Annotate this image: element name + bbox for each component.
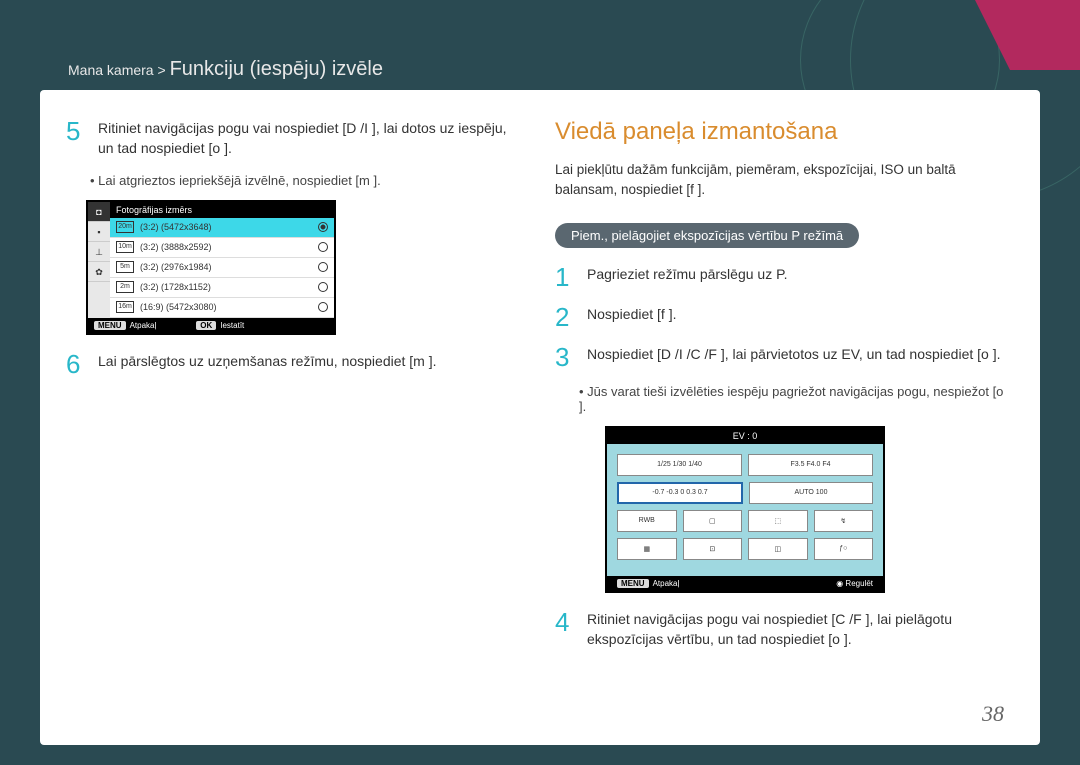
page-number: 38 [982,701,1004,727]
mode-video-icon: ▪ [88,222,110,242]
step-text: Lai pārslēgtos uz uzņemšanas režīmu, nos… [98,351,525,377]
size-option: 5m(3:2) (2976x1984) [110,258,334,278]
panel-cell-icon: ▢ [683,510,743,532]
example-pill: Piem., pielāgojiet ekspozīcijas vērtību … [555,223,859,248]
breadcrumb: Mana kamera > Funkciju (iespēju) izvēle [68,58,383,81]
mode-photo-icon: ◘ [88,202,110,222]
step-number: 1 [555,264,577,290]
step-text: Nospiediet [D /I /C /F ], lai pārvietoto… [587,344,1014,370]
step-text: Pagrieziet režīmu pārslēgu uz P. [587,264,1014,290]
step-5: 5 Ritiniet navigācijas pogu vai nospiedi… [66,118,525,159]
step-2: 2 Nospiediet [f ]. [555,304,1014,330]
corner-accent [1010,0,1080,70]
camera-sidebar: ◘ ▪ ⊥ ✿ [88,202,110,318]
page-content: 5 Ritiniet navigācijas pogu vai nospiedi… [40,90,1040,745]
step-3: 3 Nospiediet [D /I /C /F ], lai pārvieto… [555,344,1014,370]
panel-cell-icon: ⊡ [683,538,743,560]
size-option: 10m(3:2) (3888x2592) [110,238,334,258]
step-6: 6 Lai pārslēgtos uz uzņemšanas režīmu, n… [66,351,525,377]
mode-user-icon: ⊥ [88,242,110,262]
panel-cell-icon: ⬚ [748,510,808,532]
size-icon: 2m [116,281,134,293]
panel-wb: RWB [617,510,677,532]
step-1: 1 Pagrieziet režīmu pārslēgu uz P. [555,264,1014,290]
breadcrumb-main: Funkciju (iespēju) izvēle [170,58,383,80]
size-option: 2m(3:2) (1728x1152) [110,278,334,298]
panel-cell-icon: ◫ [748,538,808,560]
right-column: Viedā paneļa izmantošana Lai piekļūtu da… [555,118,1014,717]
step-text: Ritiniet navigācijas pogu vai nospiediet… [587,609,1014,650]
panel-cell-icon: ↯ [814,510,874,532]
step-number: 3 [555,344,577,370]
intro-text: Lai piekļūtu dažām funkcijām, piemēram, … [555,160,1014,201]
menu-button-label: MENU [94,321,126,330]
size-option: 20m(3:2) (5472x3648) [110,218,334,238]
camera-list: 20m(3:2) (5472x3648) 10m(3:2) (3888x2592… [110,218,334,318]
size-icon: 5m [116,261,134,273]
size-icon: 16m [116,301,134,313]
left-column: 5 Ritiniet navigācijas pogu vai nospiedi… [66,118,525,717]
camera-screenshot: ◘ ▪ ⊥ ✿ Fotogrāfijas izmērs 20m(3:2) (54… [86,200,336,335]
step-number: 5 [66,118,88,159]
panel-shutter: 1/25 1/30 1/40 [617,454,742,476]
size-icon: 20m [116,221,134,233]
panel-aperture: F3.5 F4.0 F4 [748,454,873,476]
size-option: 16m(16:9) (5472x3080) [110,298,334,318]
panel-title: EV : 0 [607,428,883,444]
dial-icon: ◉ [836,579,843,588]
camera-title: Fotogrāfijas izmērs [110,202,334,218]
ok-button-label: OK [196,321,216,330]
step-number: 4 [555,609,577,650]
menu-button-label: MENU [617,579,649,588]
step-text: Nospiediet [f ]. [587,304,1014,330]
step-text: Ritiniet navigācijas pogu vai nospiediet… [98,118,525,159]
bullet-text: Lai atgrieztos iepriekšējā izvēlnē, nosp… [90,173,525,188]
section-heading: Viedā paneļa izmantošana [555,118,1014,146]
panel-footer: MENUAtpakaļ ◉ Regulēt [607,576,883,591]
size-icon: 10m [116,241,134,253]
bullet-text: Jūs varat tieši izvēlēties iespēju pagri… [579,384,1014,414]
breadcrumb-pre: Mana kamera > [68,62,170,78]
step-number: 2 [555,304,577,330]
panel-cell-icon: ▦ [617,538,677,560]
camera-footer: MENUAtpakaļ OKIestatīt [88,318,334,333]
step-number: 6 [66,351,88,377]
step-4: 4 Ritiniet navigācijas pogu vai nospiedi… [555,609,1014,650]
panel-iso: AUTO 100 [749,482,873,504]
mode-settings-icon: ✿ [88,262,110,282]
panel-cell-icon: ƒ○ [814,538,874,560]
smart-panel-screenshot: EV : 0 1/25 1/30 1/40 F3.5 F4.0 F4 -0.7 … [605,426,885,593]
panel-ev: -0.7 -0.3 0 0.3 0.7 [617,482,743,504]
